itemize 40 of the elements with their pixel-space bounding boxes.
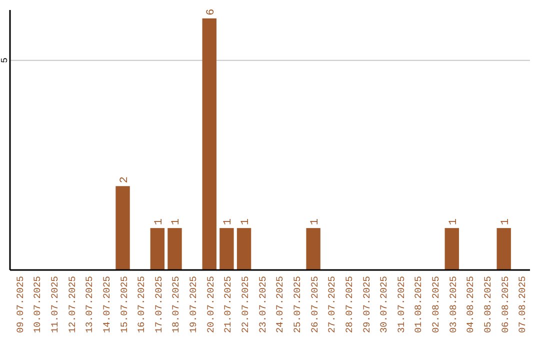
data-label: 1 — [222, 218, 235, 226]
x-tick-label: 03.08.2025 — [448, 276, 459, 334]
x-tick-label: 02.08.2025 — [430, 276, 442, 334]
x-tick-label: 27.07.2025 — [326, 276, 338, 334]
x-tick-label: 15.07.2025 — [118, 276, 130, 334]
x-tick-label: 13.07.2025 — [84, 276, 96, 334]
x-tick-label: 24.07.2025 — [274, 276, 286, 334]
x-tick-label: 22.07.2025 — [240, 276, 252, 334]
x-tick-label: 30.07.2025 — [378, 276, 390, 334]
x-tick-label: 11.07.2025 — [49, 276, 60, 334]
x-tick-label: 05.08.2025 — [482, 276, 494, 334]
x-tick-label: 12.07.2025 — [66, 276, 78, 334]
x-tick-label: 04.08.2025 — [465, 276, 476, 334]
x-tick-label: 16.07.2025 — [136, 276, 148, 334]
x-tick-label: 17.07.2025 — [153, 276, 164, 334]
y-tick-label: 5 — [0, 58, 10, 64]
data-label: 1 — [500, 218, 512, 226]
x-tick-label: 10.07.2025 — [32, 276, 44, 334]
data-label: 1 — [448, 218, 460, 226]
x-tick-label: 20.07.2025 — [205, 276, 216, 334]
data-label: 2 — [118, 176, 131, 184]
data-label: 6 — [205, 8, 218, 16]
x-tick-label: 06.08.2025 — [500, 276, 511, 334]
data-label: 1 — [309, 218, 322, 226]
x-tick-label: 19.07.2025 — [188, 276, 200, 334]
x-tick-label: 18.07.2025 — [170, 276, 182, 334]
x-tick-label: 14.07.2025 — [101, 276, 112, 334]
x-tick-label: 26.07.2025 — [309, 276, 320, 334]
x-tick-label: 29.07.2025 — [361, 276, 372, 334]
x-tick-label: 31.07.2025 — [396, 276, 407, 334]
x-tick-label: 28.07.2025 — [344, 276, 355, 334]
data-label: 1 — [153, 218, 166, 226]
x-tick-label: 23.07.2025 — [257, 276, 268, 334]
x-tick-label: 09.07.2025 — [14, 276, 26, 334]
x-tick-label: 25.07.2025 — [292, 276, 303, 334]
x-tick-label: 21.07.2025 — [222, 276, 234, 334]
data-label: 1 — [240, 218, 252, 226]
data-label: 1 — [170, 218, 183, 226]
x-tick-label: 07.08.2025 — [517, 276, 528, 334]
x-tick-label: 01.08.2025 — [413, 276, 424, 334]
